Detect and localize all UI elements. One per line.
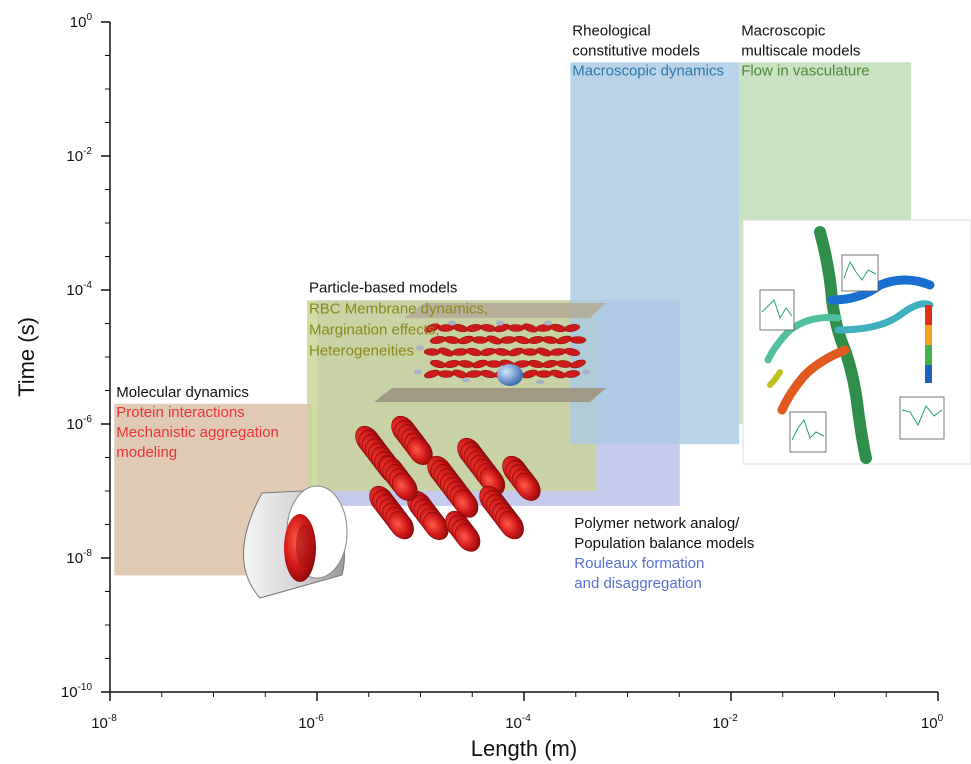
region-molecular-desc-line: Mechanistic aggregation: [116, 424, 279, 441]
region-polymer-title-line: Polymer network analog/: [574, 515, 740, 532]
region-rheological-desc-line: Macroscopic dynamics: [572, 62, 724, 79]
x-tick-label: 10-6: [298, 713, 324, 732]
x-axis-title: Length (m): [471, 736, 577, 761]
region-molecular-title-line: Molecular dynamics: [116, 384, 249, 401]
region-particle-desc-line: RBC Membrane dynamics,: [309, 300, 488, 317]
region-rheological-title-line: Rheological: [572, 22, 650, 39]
region-particle-desc-line: Margination effects,: [309, 321, 440, 338]
region-polymer-desc-line: and disaggregation: [574, 575, 702, 592]
y-tick-label: 10-4: [66, 280, 92, 299]
region-macroscopic-title-line: Macroscopic: [741, 22, 826, 39]
region-polymer-title-line: Population balance models: [574, 535, 754, 552]
region-polymer-desc-line: Rouleaux formation: [574, 555, 704, 572]
x-tick-label: 10-2: [712, 713, 738, 732]
x-tick-label: 10-4: [505, 713, 531, 732]
rouleaux-illustration: [355, 415, 541, 552]
x-tick-label: 100: [921, 713, 944, 732]
y-tick-label: 10-2: [66, 146, 92, 165]
y-ticks: 100 10-2 10-4 10-6 10-8 10-10: [61, 12, 110, 701]
region-rheological: [570, 62, 740, 445]
y-tick-label: 10-10: [61, 682, 93, 701]
axes: 10-8 10-6 10-4 10-2 100 10010-210-410-610-81…: [14, 12, 944, 761]
region-labels: Molecular dynamics Protein interactions Me…: [116, 22, 869, 592]
region-macroscopic-desc-line: Flow in vasculature: [741, 62, 869, 79]
y-tick-label: 10-6: [66, 414, 92, 433]
region-particle-title-line: Particle-based models: [309, 279, 457, 296]
region-molecular-desc-line: modeling: [116, 444, 177, 461]
vasculature-inset: [742, 219, 971, 465]
region-molecular-desc-line: Protein interactions: [116, 404, 244, 421]
y-tick-label: 10-8: [66, 548, 92, 567]
region-rheological-title-line: constitutive models: [572, 42, 700, 59]
region-particle-desc-line: Heterogeneities: [309, 342, 414, 359]
region-macroscopic-title-line: multiscale models: [741, 42, 860, 59]
y-tick-label: 100: [70, 12, 93, 31]
x-tick-label: 10-8: [91, 713, 117, 732]
x-ticks: 10-8 10-6 10-4 10-2 100: [91, 692, 944, 732]
y-axis-title: Time (s): [14, 317, 39, 397]
cylinder-rbc-illustration: [243, 485, 348, 599]
illustrations: [243, 219, 971, 599]
particle-slab-illustration: [374, 303, 606, 402]
